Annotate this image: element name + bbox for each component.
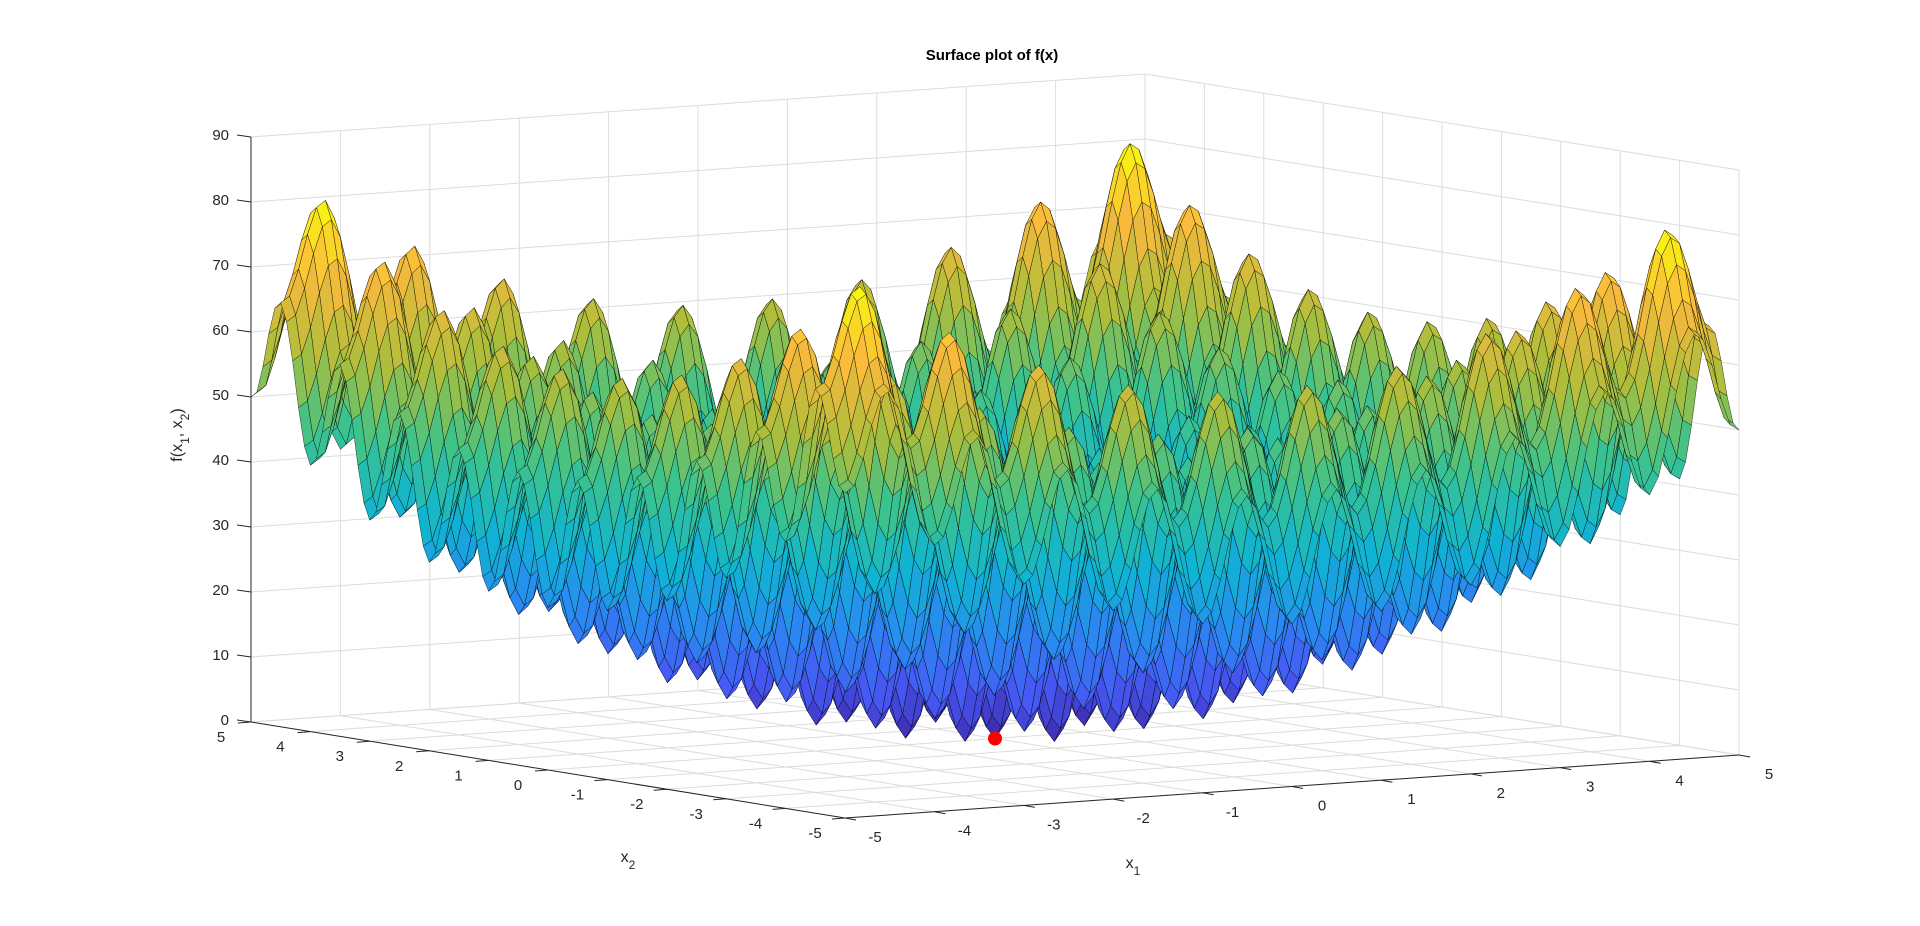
surface: [250, 143, 1740, 743]
x1-tick: [1291, 786, 1304, 789]
z-tick: [236, 394, 252, 398]
x2-tick: [534, 769, 549, 772]
x2-tick: [831, 817, 846, 820]
x1-tick: [1381, 779, 1393, 783]
x2-tick: [356, 740, 370, 743]
x1-tick: [1649, 760, 1661, 764]
floor-gridline-x2: [726, 735, 1621, 800]
z-tick: [236, 719, 252, 723]
z-tick: [236, 589, 252, 593]
z-tick: [236, 134, 252, 138]
x1-tick: [1113, 798, 1125, 802]
wall-gridline-z: [1144, 138, 1740, 236]
x1-tick: [1560, 767, 1572, 771]
z-tick: [236, 524, 252, 528]
z-tick: [236, 459, 252, 463]
wall-gridline-z: [1144, 73, 1740, 171]
z-tick: [236, 329, 252, 333]
floor-gridline-x2: [607, 716, 1502, 781]
x1-tick: [934, 811, 946, 815]
wall-gridline-z: [1144, 203, 1740, 301]
x1-tick: [1738, 754, 1751, 758]
axes-lines: [236, 134, 1751, 821]
x1-tick: [1023, 804, 1035, 808]
z-tick: [236, 654, 252, 658]
x2-tick: [653, 788, 667, 791]
x1-tick: [1470, 773, 1482, 777]
wall-gridline-z: [250, 138, 1146, 203]
x2-tick: [416, 750, 430, 753]
x2-tick: [713, 798, 727, 801]
floor-gridline-x2: [488, 696, 1383, 761]
x2-tick: [594, 779, 608, 782]
floor-gridline-x2: [666, 725, 1561, 790]
x2-tick: [475, 759, 489, 762]
x1-tick: [844, 817, 857, 821]
z-tick: [236, 199, 252, 203]
wall-gridline-z: [250, 203, 1146, 268]
x2-tick: [297, 731, 311, 734]
x2-tick: [772, 807, 786, 810]
wall-gridline-z: [250, 73, 1146, 138]
z-tick: [236, 264, 252, 268]
x1-tick: [1202, 792, 1214, 796]
floor-gridline-x2: [785, 744, 1680, 809]
